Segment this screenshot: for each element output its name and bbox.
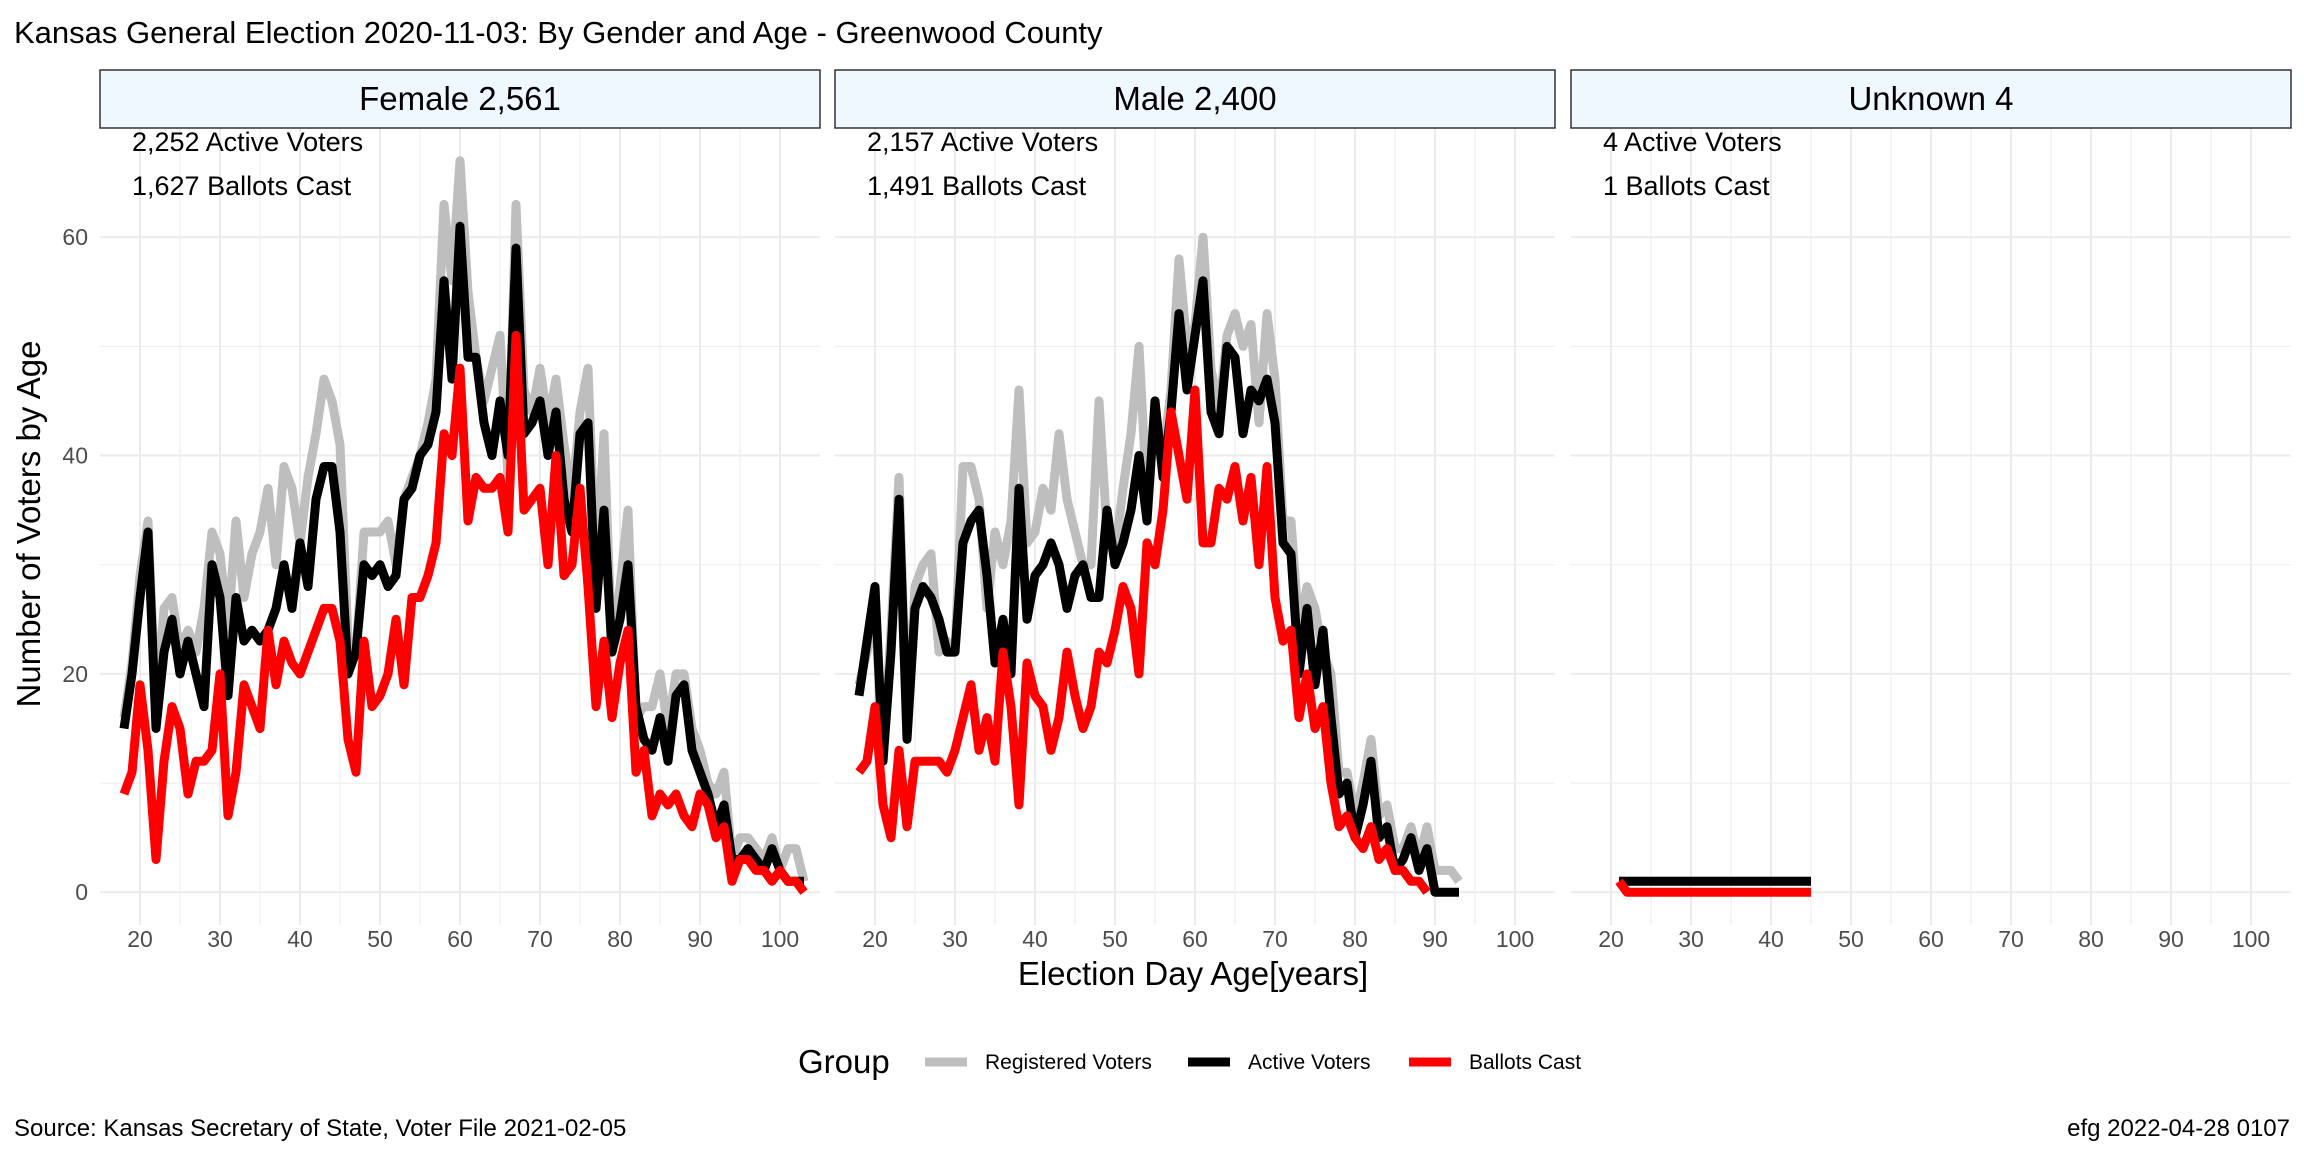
x-tick-label: 70 — [527, 926, 553, 952]
x-tick-label: 60 — [1918, 926, 1944, 952]
series-line-ballots-cast — [119, 330, 808, 895]
legend-item-active-voters: Active Voters — [1188, 1051, 1371, 1074]
x-tick-label: 60 — [447, 926, 473, 952]
series-line-active-voters — [854, 276, 1459, 897]
x-tick-label: 20 — [127, 926, 153, 952]
x-tick-label: 90 — [687, 926, 713, 952]
annotation-ballots-cast: 1 Ballots Cast — [1603, 171, 1770, 201]
panel-female: Female 2,561 2,252 Active Voters 1,627 Bal… — [99, 69, 821, 952]
facet-strip — [99, 69, 821, 129]
legend-item-ballots-cast: Ballots Cast — [1409, 1051, 1581, 1074]
facet-label: Female 2,561 — [359, 80, 561, 117]
x-tick-label: 30 — [942, 926, 968, 952]
grid — [835, 127, 1555, 925]
x-axis-title: Election Day Age[years] — [1018, 955, 1368, 992]
x-tick-label: 100 — [1496, 926, 1534, 952]
x-tick-label: 50 — [367, 926, 393, 952]
x-tick-label: 40 — [287, 926, 313, 952]
grid — [1571, 127, 2291, 925]
y-tick-label: 60 — [62, 224, 88, 250]
legend-label: Active Voters — [1248, 1051, 1371, 1074]
annotation-active-voters: 2,252 Active Voters — [132, 127, 363, 157]
facet-label: Unknown 4 — [1848, 80, 2013, 117]
facet-label: Male 2,400 — [1113, 80, 1276, 117]
x-tick-label: 90 — [1422, 926, 1448, 952]
x-tick-label: 70 — [1262, 926, 1288, 952]
legend: Group Registered Voters Active Voters Ball… — [798, 1043, 1581, 1080]
annotation-ballots-cast: 1,491 Ballots Cast — [867, 171, 1087, 201]
x-tick-label: 100 — [2232, 926, 2270, 952]
annotation-ballots-cast: 1,627 Ballots Cast — [132, 171, 352, 201]
legend-label: Registered Voters — [985, 1051, 1152, 1074]
x-tick-label: 100 — [761, 926, 799, 952]
x-tick-label: 20 — [862, 926, 888, 952]
y-axis-title: Number of Voters by Age — [10, 341, 47, 708]
caption-credit: efg 2022-04-28 0107 — [2067, 1115, 2290, 1142]
annotation-active-voters: 4 Active Voters — [1603, 127, 1782, 157]
series-line-ballots-cast — [855, 385, 1431, 895]
x-tick-label: 80 — [2078, 926, 2104, 952]
x-tick-label: 60 — [1182, 926, 1208, 952]
panel-unknown: Unknown 4 4 Active Voters 1 Ballots Cast 20… — [1570, 69, 2292, 952]
x-tick-label: 30 — [207, 926, 233, 952]
legend-title: Group — [798, 1043, 890, 1080]
x-tick-label: 20 — [1598, 926, 1624, 952]
caption-source: Source: Kansas Secretary of State, Voter… — [14, 1115, 626, 1142]
x-tick-label: 40 — [1022, 926, 1048, 952]
annotation-active-voters: 2,157 Active Voters — [867, 127, 1098, 157]
x-tick-label: 40 — [1758, 926, 1784, 952]
y-tick-label: 0 — [75, 879, 88, 905]
panel-male: Male 2,400 2,157 Active Voters 1,491 Ballo… — [834, 69, 1556, 952]
x-tick-label: 80 — [607, 926, 633, 952]
legend-label: Ballots Cast — [1469, 1051, 1581, 1074]
facet-strip — [834, 69, 1556, 129]
x-tick-label: 80 — [1342, 926, 1368, 952]
facet-strip — [1570, 69, 2292, 129]
y-tick-label: 20 — [62, 661, 88, 687]
y-tick-label: 40 — [62, 443, 88, 469]
x-tick-label: 70 — [1998, 926, 2024, 952]
series-line-active-voters — [119, 221, 804, 886]
x-tick-label: 90 — [2158, 926, 2184, 952]
legend-item-registered-voters: Registered Voters — [925, 1051, 1152, 1074]
x-tick-label: 50 — [1102, 926, 1128, 952]
series-line-ballots-cast — [1615, 878, 1811, 897]
chart-title: Kansas General Election 2020-11-03: By G… — [14, 15, 1103, 50]
x-tick-label: 50 — [1838, 926, 1864, 952]
x-tick-label: 30 — [1678, 926, 1704, 952]
